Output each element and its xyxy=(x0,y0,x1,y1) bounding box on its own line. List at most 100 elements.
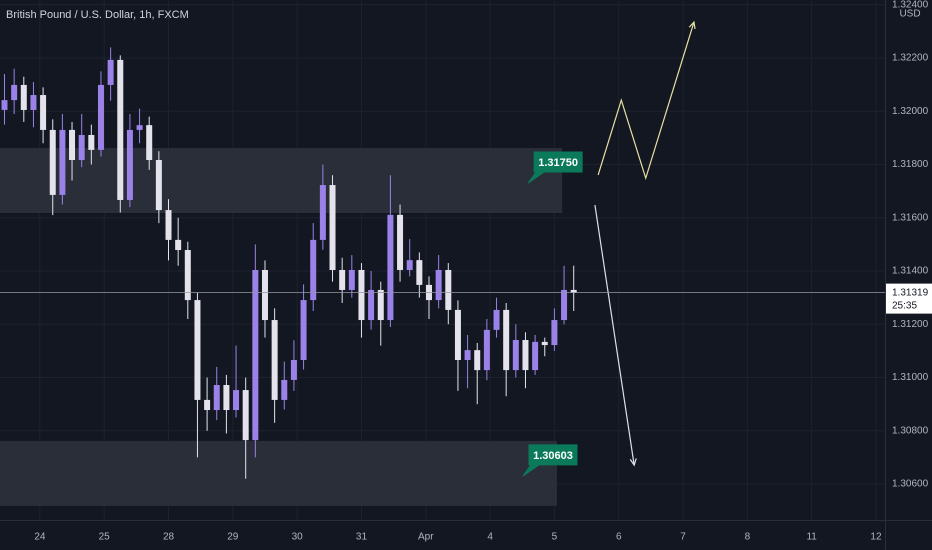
candle-body xyxy=(233,390,240,411)
candle-body xyxy=(570,289,577,293)
x-tick-label: 11 xyxy=(806,532,817,543)
x-tick-label: 25 xyxy=(99,532,111,543)
candle-body xyxy=(49,129,56,195)
y-tick-label: 1.31800 xyxy=(892,159,929,170)
zone-label: 1.30603 xyxy=(533,450,573,462)
candle-body xyxy=(20,84,27,110)
x-tick-label: 31 xyxy=(356,532,368,543)
candle-body xyxy=(310,239,317,301)
candle-body xyxy=(377,289,384,321)
x-tick-label: 24 xyxy=(34,532,46,543)
candle-body xyxy=(358,269,365,321)
candle-body xyxy=(454,309,461,360)
candle-body xyxy=(223,385,230,411)
last-price-label: 1.31319 xyxy=(892,287,929,298)
x-tick-label: 12 xyxy=(870,532,882,543)
candle-body xyxy=(483,329,490,371)
callout xyxy=(522,444,578,477)
candle-body xyxy=(165,210,172,240)
candle-body xyxy=(532,341,539,371)
candle-body xyxy=(541,341,548,346)
candle-body xyxy=(252,269,259,441)
candle-body xyxy=(107,59,114,85)
candle-body xyxy=(281,379,288,400)
candle-body xyxy=(339,269,346,290)
candle-body xyxy=(290,359,297,380)
callout xyxy=(527,151,583,184)
candle-body xyxy=(117,59,124,200)
currency-label: USD xyxy=(899,9,920,20)
last-price-box xyxy=(886,283,932,314)
x-tick-label: 5 xyxy=(552,532,558,543)
candle-body xyxy=(512,340,519,371)
candle-body xyxy=(1,100,8,110)
countdown-label: 25:35 xyxy=(892,300,917,311)
zone xyxy=(0,440,557,506)
zone xyxy=(0,148,563,214)
y-tick-label: 1.31600 xyxy=(892,212,929,223)
zone-label: 1.31750 xyxy=(538,157,578,169)
drawn-arrow xyxy=(594,204,635,466)
candle-body xyxy=(561,289,568,321)
y-tick-label: 1.30600 xyxy=(892,479,929,490)
candle-body xyxy=(30,95,37,110)
x-tick-label: Apr xyxy=(418,532,434,543)
candle-body xyxy=(435,269,442,301)
y-tick-label: 1.31000 xyxy=(892,372,929,383)
candle-body xyxy=(126,129,133,200)
candle-body xyxy=(300,300,307,360)
candle-body xyxy=(184,250,191,301)
arrow-head xyxy=(629,458,637,467)
x-tick-label: 4 xyxy=(487,532,493,543)
y-tick-label: 1.32400 xyxy=(892,0,929,10)
x-tick-label: 30 xyxy=(292,532,304,543)
candle-body xyxy=(329,185,336,270)
candle-body xyxy=(503,309,510,371)
candle-body xyxy=(175,239,182,251)
candle-body xyxy=(348,269,355,290)
candle-body xyxy=(59,129,66,195)
y-tick-label: 1.30800 xyxy=(892,425,929,436)
x-tick-label: 7 xyxy=(680,532,686,543)
x-tick-label: 8 xyxy=(745,532,751,543)
candle-body xyxy=(474,350,481,371)
candle-body xyxy=(155,160,162,211)
candle-body xyxy=(416,260,423,285)
candle-body xyxy=(213,385,220,411)
candle-body xyxy=(522,340,529,371)
candle-body xyxy=(319,185,326,240)
x-tick-label: 6 xyxy=(616,532,622,543)
candle-body xyxy=(493,309,500,330)
candle-body xyxy=(69,129,76,161)
y-tick-label: 1.32000 xyxy=(892,106,929,117)
candle-body xyxy=(445,269,452,310)
candle-body xyxy=(97,84,104,150)
x-tick-label: 29 xyxy=(227,532,239,543)
drawn-arrow xyxy=(597,21,695,181)
candle-body xyxy=(204,399,211,411)
candle-body xyxy=(397,214,404,270)
candle-body xyxy=(78,134,85,161)
y-tick-label: 1.32200 xyxy=(892,53,929,64)
candle-body xyxy=(88,134,95,150)
candle-body xyxy=(194,300,201,400)
chart-title: British Pound / U.S. Dollar, 1h, FXCM xyxy=(6,9,189,21)
x-tick-label: 28 xyxy=(163,532,175,543)
candle-body xyxy=(551,320,558,346)
candle-body xyxy=(11,84,18,101)
y-tick-label: 1.31400 xyxy=(892,266,929,277)
candle-body xyxy=(406,260,413,270)
y-tick-label: 1.31200 xyxy=(892,319,929,330)
candle-body xyxy=(242,390,249,441)
candle-body xyxy=(368,289,375,321)
candle-body xyxy=(464,350,471,360)
candle-body xyxy=(136,125,143,130)
candle-body xyxy=(261,269,268,321)
candle-body xyxy=(40,95,47,130)
candle-body xyxy=(271,320,278,400)
arrow-head xyxy=(688,20,696,30)
candle-body xyxy=(146,125,153,161)
candle-body xyxy=(387,214,394,321)
